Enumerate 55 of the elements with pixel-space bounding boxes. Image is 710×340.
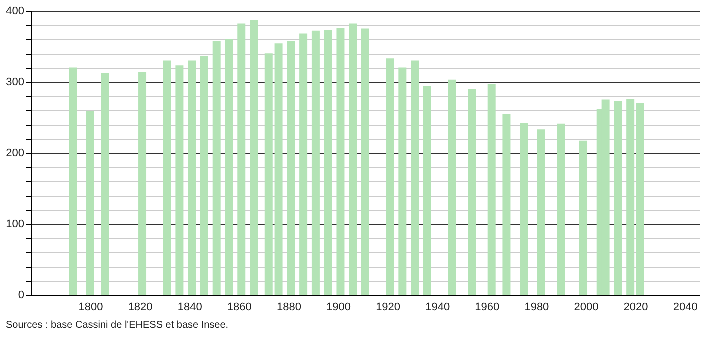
bar [580, 140, 588, 295]
x-tick-label: 1840 [178, 302, 202, 314]
y-tick-label: 200 [6, 148, 24, 160]
bar [200, 56, 208, 295]
x-tick-label: 2040 [673, 302, 698, 314]
bar [520, 123, 528, 295]
bar [225, 39, 234, 295]
bar [300, 34, 308, 295]
bar [287, 42, 296, 295]
bar [537, 130, 546, 295]
y-tick-label: 400 [6, 6, 24, 18]
bar [557, 124, 566, 295]
bar [398, 68, 407, 295]
bar [101, 73, 110, 295]
bar [312, 30, 320, 295]
bar [448, 80, 456, 295]
source-note: Sources : base Cassini de l'EHESS et base Insee. [6, 320, 229, 331]
bar [488, 84, 496, 295]
bar [411, 60, 420, 295]
x-tick-label: 1800 [78, 302, 104, 314]
bar [386, 58, 394, 295]
bar [212, 42, 221, 295]
bar [69, 68, 78, 295]
bar [336, 28, 345, 295]
x-tick-label: 2020 [624, 302, 648, 314]
x-tick-label: 1880 [276, 302, 302, 314]
bar [502, 114, 511, 295]
bar [423, 86, 432, 295]
bar [138, 72, 147, 295]
bar [468, 89, 476, 295]
x-tick-label: 1900 [326, 302, 351, 314]
bar [188, 60, 196, 295]
x-tick-label: 1940 [426, 302, 450, 314]
x-tick-label: 2000 [574, 302, 599, 314]
y-tick-label: 0 [18, 290, 24, 302]
bar [614, 101, 622, 295]
bar [86, 111, 95, 295]
bar [264, 54, 273, 295]
x-tick-label: 1860 [227, 302, 252, 314]
x-tick-label: 1980 [524, 302, 550, 314]
bar [274, 44, 283, 295]
bar [250, 20, 258, 295]
bar [238, 24, 246, 295]
bar [362, 28, 370, 295]
bar [636, 103, 644, 295]
bar [349, 24, 358, 295]
bar [626, 99, 635, 295]
x-tick-label: 1920 [376, 302, 401, 314]
x-tick-label: 1960 [475, 302, 500, 314]
y-tick-label: 100 [6, 218, 24, 230]
bar [324, 30, 332, 295]
bar [176, 66, 184, 295]
y-tick-label: 300 [6, 76, 24, 88]
bar [163, 60, 172, 295]
x-tick-label: 1820 [128, 302, 153, 314]
